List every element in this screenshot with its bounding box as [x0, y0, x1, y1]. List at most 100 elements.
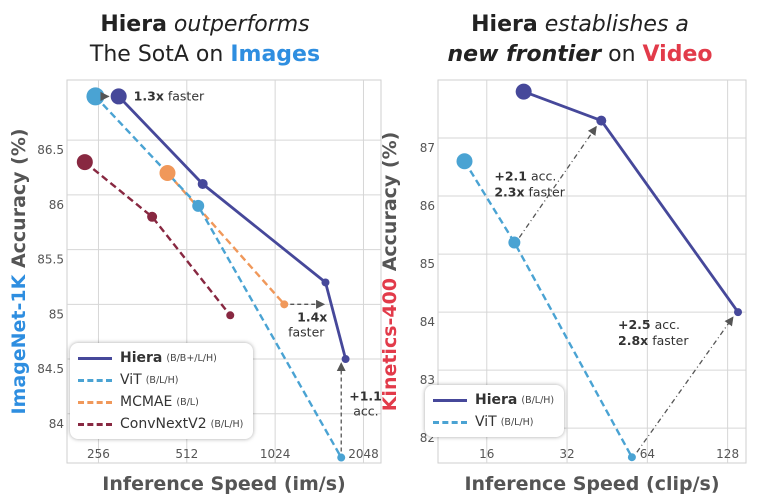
legend-swatch: [78, 422, 112, 426]
left-annotation-+1.1: +1.1 acc.: [349, 389, 382, 419]
right-annotation-2: +2.5 acc. 2.8x faster: [618, 317, 689, 348]
left-title-italic: outperforms: [173, 12, 310, 37]
right-y-tick-label: 86: [420, 199, 435, 213]
right-annotation-2-rest-a: acc.: [651, 317, 680, 332]
right-x-tick-label: 32: [559, 447, 574, 461]
right-y-tick-label: 83: [420, 373, 435, 387]
right-x-tick-label: 16: [479, 447, 494, 461]
left-chart-title: Hiera outperforms The SotA on Images: [20, 10, 390, 70]
right-plot-frame: [437, 79, 747, 464]
left-legend: Hiera (B/B+/L/H) ViT (B/L/H) MCMAE (B/L) ConvN…: [70, 343, 254, 439]
legend-swatch: [433, 398, 467, 402]
right-annotation-1: +2.1 acc. 2.3x faster: [494, 168, 565, 199]
left-point-convnextv2: [76, 154, 93, 171]
left-y-tick-label: 85.5: [37, 253, 64, 267]
legend-swatch: [78, 378, 112, 382]
right-y-tick-label: 87: [420, 141, 435, 155]
legend-label: ViT: [120, 372, 142, 388]
left-title-bold: Hiera: [100, 12, 167, 37]
legend-label: Hiera: [475, 392, 518, 408]
legend-entry-mcmae: MCMAE (B/L): [78, 391, 243, 413]
right-annotation-1-bold-b: 2.3x: [494, 184, 524, 199]
right-annotation-1-bold-a: +2.1: [494, 168, 527, 183]
right-title-bold: Hiera: [471, 12, 538, 37]
right-point-hiera: [596, 115, 607, 126]
left-annotation-+1.1-bold: +1.1: [349, 389, 382, 404]
left-annotation-1.3x-rest: faster: [164, 88, 205, 103]
left-point-vit: [337, 453, 346, 462]
legend-swatch: [78, 356, 112, 360]
left-annotation-1.3x: 1.3x faster: [134, 88, 205, 103]
left-x-tick-label: 256: [87, 447, 110, 461]
right-y-axis-label-rest: Accuracy (%): [379, 132, 401, 278]
left-point-convnextv2: [226, 311, 235, 320]
left-series-line-convnextv2: [84, 161, 232, 317]
legend-tag: (B/L/H): [521, 394, 555, 406]
right-annotation-2-bold-a: +2.5: [618, 317, 651, 332]
left-point-convnextv2: [147, 211, 158, 222]
legend-label: ConvNextV2: [120, 416, 207, 432]
right-point-vit: [627, 453, 636, 462]
right-point-hiera: [515, 83, 532, 100]
left-annotation-1.4x: 1.4x faster: [288, 309, 327, 339]
left-y-tick-label: 85: [49, 307, 64, 321]
legend-tag: (B/L/H): [145, 374, 179, 386]
right-x-tick-label: 64: [640, 447, 655, 461]
left-plot-frame: [66, 79, 382, 464]
left-annotation-1.4x-bold: 1.4x: [297, 309, 327, 324]
left-point-vit: [86, 87, 105, 106]
left-series-line-vit: [94, 95, 343, 459]
right-title-highlight: Video: [642, 42, 713, 67]
left-y-tick-label: 84.5: [37, 362, 64, 376]
left-y-tick-label: 86: [49, 198, 64, 212]
legend-tag: (B/B+/L/H): [166, 352, 217, 364]
left-y-axis-label-highlight: ImageNet-1K: [8, 273, 30, 414]
legend-label: ViT: [475, 414, 497, 430]
legend-entry-hiera: Hiera (B/L/H): [433, 389, 554, 411]
right-y-axis-label: Kinetics-400 Accuracy (%): [379, 132, 401, 412]
right-x-axis-label: Inference Speed (clip/s): [464, 473, 719, 495]
legend-entry-hiera: Hiera (B/B+/L/H): [78, 347, 243, 369]
right-annotation-2-bold-b: 2.8x: [618, 333, 648, 348]
right-chart-title: Hiera establishes a new frontier on Vide…: [395, 10, 765, 70]
right-point-vit: [508, 236, 521, 249]
right-annotation-arrow-2: [636, 316, 734, 453]
right-x-tick-label: 128: [716, 447, 739, 461]
legend-label: MCMAE: [120, 394, 173, 410]
right-annotation-arrow-1: [518, 125, 597, 238]
right-y-tick-label: 84: [420, 315, 435, 329]
right-legend: Hiera (B/L/H) ViT (B/L/H): [425, 385, 565, 437]
right-annotation-2-rest-b: faster: [648, 333, 689, 348]
left-title-prefix: The SotA on: [89, 42, 224, 67]
right-point-vit: [456, 153, 473, 170]
legend-swatch: [433, 420, 467, 424]
left-y-axis-label: ImageNet-1K Accuracy (%): [8, 128, 30, 414]
right-annotation-1-rest-a: acc.: [527, 168, 556, 183]
right-y-axis-label-highlight: Kinetics-400: [379, 278, 401, 411]
right-point-hiera: [734, 308, 743, 317]
left-point-hiera: [197, 178, 208, 189]
legend-tag: (B/L/H): [210, 418, 244, 430]
left-x-tick-label: 1024: [260, 447, 291, 461]
left-point-mcmae: [280, 300, 289, 309]
right-series-line-hiera: [523, 90, 740, 313]
left-y-tick-label: 86.5: [37, 143, 64, 157]
left-title-highlight: Images: [230, 42, 321, 67]
legend-entry-vit: ViT (B/L/H): [78, 369, 243, 391]
left-series-line-mcmae: [166, 172, 286, 306]
left-x-axis-label: Inference Speed (im/s): [102, 473, 346, 495]
left-x-tick-label: 512: [175, 447, 198, 461]
left-point-hiera: [110, 88, 127, 105]
left-y-axis-label-rest: Accuracy (%): [8, 128, 30, 274]
left-point-mcmae: [159, 165, 176, 182]
left-annotation-1.3x-bold: 1.3x: [134, 88, 164, 103]
right-title-italic: establishes a: [544, 12, 689, 37]
left-x-tick-label: 2048: [348, 447, 379, 461]
legend-entry-convnextv2: ConvNextV2 (B/L/H): [78, 413, 243, 435]
left-point-vit: [192, 199, 205, 212]
left-series-line-hiera: [117, 95, 347, 360]
right-annotation-1-rest-b: faster: [525, 184, 566, 199]
legend-tag: (B/L/H): [500, 416, 534, 428]
right-y-tick-label: 85: [420, 257, 435, 271]
